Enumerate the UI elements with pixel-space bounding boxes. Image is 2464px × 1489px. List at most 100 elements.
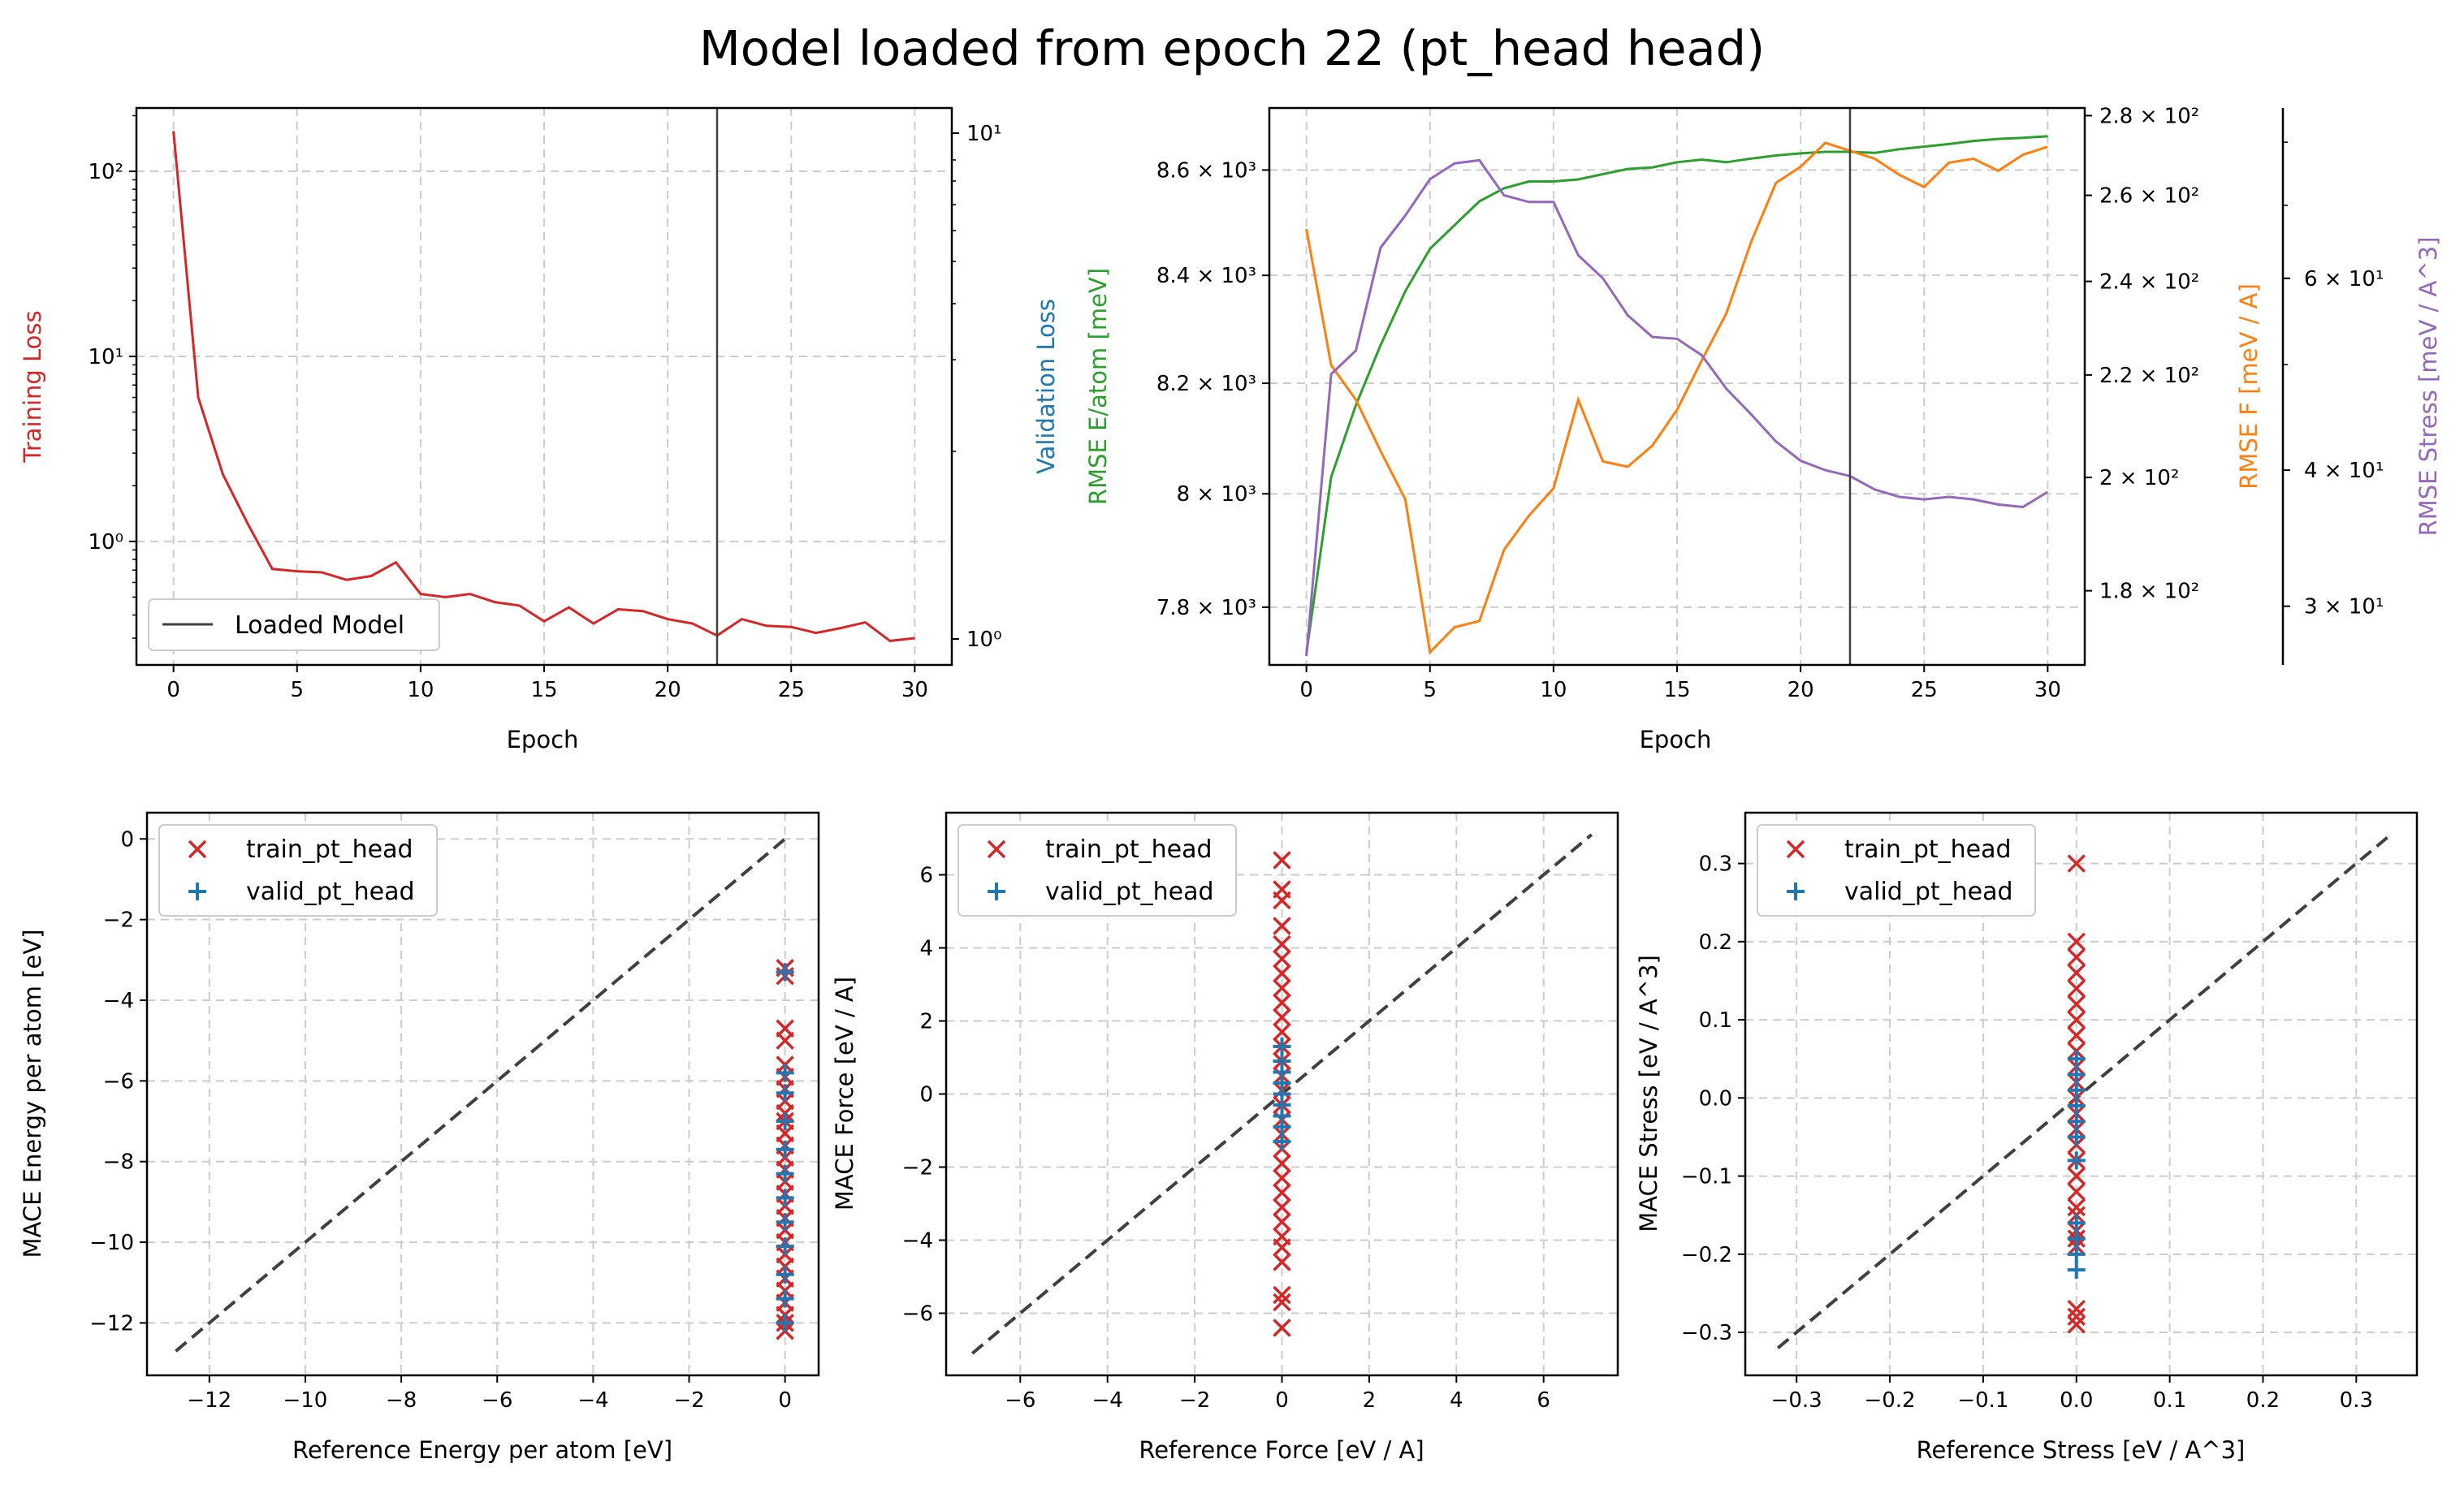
- x-axis-label: Epoch: [1640, 726, 1712, 753]
- x-axis-label: Reference Force [eV / A]: [1139, 1436, 1424, 1464]
- legend-label-train: train_pt_head: [246, 835, 413, 864]
- legend-box: [148, 598, 440, 651]
- tick-labels: −6 −4 −2 0 2 4 6 −6 −4 −2 0 2 4 6: [902, 864, 1550, 1413]
- train-marker: [776, 1031, 794, 1050]
- force-y-tick-label: 2.6 × 10²: [2099, 184, 2199, 209]
- legend-label-valid: valid_pt_head: [246, 878, 415, 906]
- train-marker: [1273, 1154, 1291, 1173]
- valid-marker: [776, 1289, 794, 1308]
- gridlines: [136, 108, 952, 665]
- rmse-force-line: [1305, 141, 2048, 655]
- x-tick-label: 0.0: [2060, 1388, 2093, 1413]
- train-marker: [1273, 1319, 1291, 1337]
- tick-labels: 0 5 10 15 20 25 30 10⁰ 10¹ 10² 10⁰ 10¹: [88, 114, 1002, 702]
- y-tick-label: 2: [919, 1010, 933, 1034]
- force-y-tick-label: 2.2 × 10²: [2099, 364, 2199, 388]
- x-tick-label: 25: [778, 678, 805, 702]
- force-y-tick-label: 2.8 × 10²: [2099, 104, 2199, 128]
- valid-marker: [2067, 1050, 2086, 1068]
- x-tick-label: 0: [1275, 1388, 1289, 1413]
- x-tick-label: 25: [1911, 678, 1938, 702]
- stress-y-tick-label: 6 × 10¹: [2304, 267, 2384, 291]
- x-tick-label: −10: [283, 1388, 327, 1413]
- train-marker: [1273, 1183, 1291, 1202]
- train-marker: [1273, 949, 1291, 969]
- y-axis-label-rmse-energy: RMSE E/atom [meV]: [1084, 268, 1112, 505]
- valid-marker: [2067, 1096, 2086, 1115]
- y-tick-label: 8.2 × 10³: [1156, 372, 1256, 396]
- x-tick-label: 0: [778, 1388, 792, 1413]
- legend-marker-train: [188, 839, 207, 859]
- legend-box: [958, 824, 1237, 917]
- legend-marker-valid: [988, 883, 1005, 900]
- train-marker: [1273, 1168, 1291, 1188]
- training-loss-line: [172, 131, 915, 642]
- x-tick-label: 0: [1299, 678, 1313, 702]
- x-tick-label: 15: [1663, 678, 1690, 702]
- rmse-energy-line: [1305, 135, 2048, 654]
- y-tick-label: 0.0: [1699, 1086, 1732, 1111]
- x-tick-label: 30: [901, 678, 928, 702]
- train-marker: [1273, 1212, 1291, 1232]
- tick-labels: 0 5 10 15 20 25 30 7.8 × 10³ 8 × 10³ 8.2 × 10³ 8.4…: [1156, 104, 2384, 702]
- y-axis-label: MACE Stress [eV / A^3]: [1635, 955, 1662, 1232]
- y-tick-label: −6: [103, 1069, 134, 1094]
- train-marker: [2067, 995, 2086, 1014]
- train-marker: [1273, 1008, 1291, 1027]
- plot-marks: [1776, 835, 2390, 1349]
- train-marker: [2067, 932, 2086, 952]
- stress-y-tick-label: 3 × 10¹: [2304, 595, 2384, 619]
- x-tick-label: −2: [673, 1388, 704, 1413]
- axes-frame: [1744, 811, 2419, 1377]
- y-tick-label: 10⁰: [88, 530, 123, 555]
- x-tick-label: 5: [290, 678, 304, 702]
- y-tick-label: −2: [103, 909, 134, 933]
- x-tick-label: 20: [1787, 678, 1814, 702]
- legend-label-loaded-model: Loaded Model: [235, 611, 404, 640]
- panel-training-loss: 0 5 10 15 20 25 30 10⁰ 10¹ 10² 10⁰ 10¹ Epoch Traini…: [19, 106, 1060, 753]
- y-tick-label: 0.1: [1699, 1008, 1732, 1033]
- valid-marker: [776, 1265, 794, 1284]
- plot-lines: [172, 108, 915, 665]
- y-tick-label: 8.6 × 10³: [1156, 158, 1256, 183]
- legend: train_pt_head valid_pt_head: [158, 824, 438, 917]
- stress-y-tick-label: 4 × 10¹: [2304, 459, 2384, 483]
- train-marker: [1273, 1293, 1291, 1312]
- x-tick-label: 15: [530, 678, 557, 702]
- y-tick-label: 10²: [88, 160, 123, 184]
- x-tick-label: −0.1: [1957, 1388, 2008, 1413]
- force-y-tick-label: 1.8 × 10²: [2099, 580, 2199, 604]
- train-marker: [2067, 1315, 2086, 1334]
- train-marker: [2067, 1307, 2086, 1327]
- y-tick-label: −4: [103, 989, 134, 1013]
- right-y-tick-label: 10⁰: [966, 628, 1002, 652]
- legend-label-train: train_pt_head: [1844, 835, 2012, 864]
- x-tick-label: −4: [1092, 1388, 1123, 1413]
- train-marker: [2067, 1198, 2086, 1217]
- legend: train_pt_head valid_pt_head: [958, 824, 1237, 917]
- valid-marker: [2067, 1112, 2086, 1131]
- valid-marker: [2067, 1065, 2086, 1084]
- plot-lines: [1305, 108, 2049, 665]
- gridlines: [946, 813, 1618, 1375]
- x-tick-label: 0.2: [2246, 1388, 2280, 1413]
- y-tick-label: 0.3: [1699, 852, 1732, 877]
- valid-marker: [776, 1189, 794, 1207]
- legend-label-valid: valid_pt_head: [1844, 878, 2013, 906]
- rmse-stress-line: [1305, 158, 2049, 657]
- train-marker: [1273, 1198, 1291, 1217]
- plot-marks: [970, 833, 1593, 1355]
- gridlines: [1269, 108, 2085, 665]
- train-marker: [1273, 1253, 1291, 1271]
- y-tick-label: 0.2: [1699, 930, 1732, 955]
- valid-marker: [2067, 1128, 2086, 1146]
- valid-marker: [776, 1084, 794, 1103]
- x-tick-label: −6: [1005, 1388, 1035, 1413]
- identity-diagonal-line: [175, 837, 786, 1353]
- train-marker: [2067, 964, 2086, 982]
- legend-box: [1757, 824, 2036, 917]
- gridlines: [147, 813, 819, 1375]
- x-tick-label: 20: [655, 678, 681, 702]
- x-tick-label: 5: [1423, 678, 1437, 702]
